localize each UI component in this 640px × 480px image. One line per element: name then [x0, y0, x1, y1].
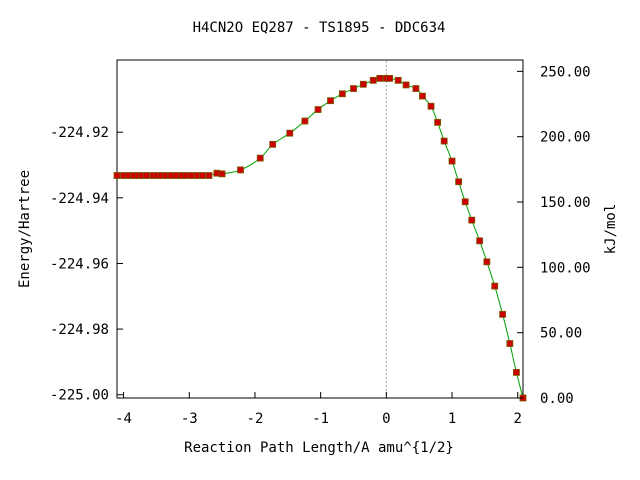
- x-tick-label: 0: [382, 411, 390, 427]
- data-point: [369, 76, 377, 84]
- x-axis-title: Reaction Path Length/A amu^{1/2}: [184, 440, 454, 456]
- series-line: [116, 77, 524, 399]
- data-points: [113, 74, 527, 402]
- data-point: [314, 106, 322, 113]
- data-point: [143, 172, 150, 179]
- data-point: [327, 97, 334, 105]
- x-tick-label: -4: [115, 411, 132, 427]
- y-tick-label: -224.92: [50, 125, 109, 141]
- data-point: [499, 310, 507, 318]
- data-point: [237, 166, 244, 174]
- data-point: [434, 118, 442, 126]
- y-tick-label: -224.94: [50, 191, 109, 207]
- data-point: [256, 154, 264, 162]
- data-point: [376, 74, 384, 82]
- data-point: [476, 237, 484, 245]
- y2-tick-label: 50.00: [540, 326, 582, 342]
- plot-frame: [116, 59, 524, 399]
- y2-tick-label: 150.00: [540, 195, 591, 211]
- data-point: [483, 258, 491, 266]
- data-point: [338, 90, 346, 98]
- data-point: [205, 172, 213, 179]
- y2-tick-label: 100.00: [540, 260, 591, 276]
- data-point: [386, 74, 394, 82]
- x-tick-label: 2: [514, 411, 522, 427]
- chart-title: H4CN2O EQ287 - TS1895 - DDC634: [193, 20, 446, 36]
- data-point: [394, 76, 402, 84]
- y-tick-label: -224.98: [50, 322, 109, 338]
- x-tick-label: -3: [181, 411, 198, 427]
- data-point: [419, 92, 426, 100]
- y-tick-label: -224.96: [50, 256, 109, 272]
- y2-axis: 250.00 200.00 150.00 100.00 50.00 0.00: [517, 64, 591, 407]
- data-point: [301, 117, 309, 125]
- data-point: [491, 282, 499, 290]
- y-axis-title: Energy/Hartree: [17, 170, 33, 288]
- y2-tick-label: 0.00: [540, 391, 574, 407]
- data-point: [359, 80, 367, 88]
- x-tick-label: -2: [247, 411, 264, 427]
- energy-curve: [116, 77, 524, 399]
- data-point: [440, 137, 448, 145]
- data-point: [448, 157, 456, 165]
- data-point: [187, 172, 195, 179]
- data-point: [461, 198, 469, 206]
- data-point: [198, 172, 206, 179]
- y2-tick-label: 200.00: [540, 130, 591, 146]
- data-point: [455, 178, 463, 186]
- y-axis: -224.92 -224.94 -224.96 -224.98 -225.00: [50, 125, 123, 404]
- y-tick-label: -225.00: [50, 388, 109, 404]
- data-point: [113, 172, 121, 179]
- data-point: [402, 81, 410, 89]
- data-point: [286, 129, 294, 137]
- y2-tick-label: 250.00: [540, 64, 591, 80]
- data-point: [412, 85, 420, 92]
- data-point: [218, 170, 226, 178]
- data-point: [468, 216, 476, 224]
- data-point: [269, 140, 277, 148]
- data-point: [513, 368, 520, 376]
- y2-axis-title: kJ/mol: [603, 204, 619, 255]
- data-point: [350, 85, 357, 92]
- data-point: [427, 102, 435, 110]
- x-tick-label: -1: [312, 411, 329, 427]
- x-axis: -4 -3 -2 -1 0 1 2: [115, 392, 522, 427]
- x-tick-label: 1: [448, 411, 456, 427]
- data-point: [506, 340, 514, 347]
